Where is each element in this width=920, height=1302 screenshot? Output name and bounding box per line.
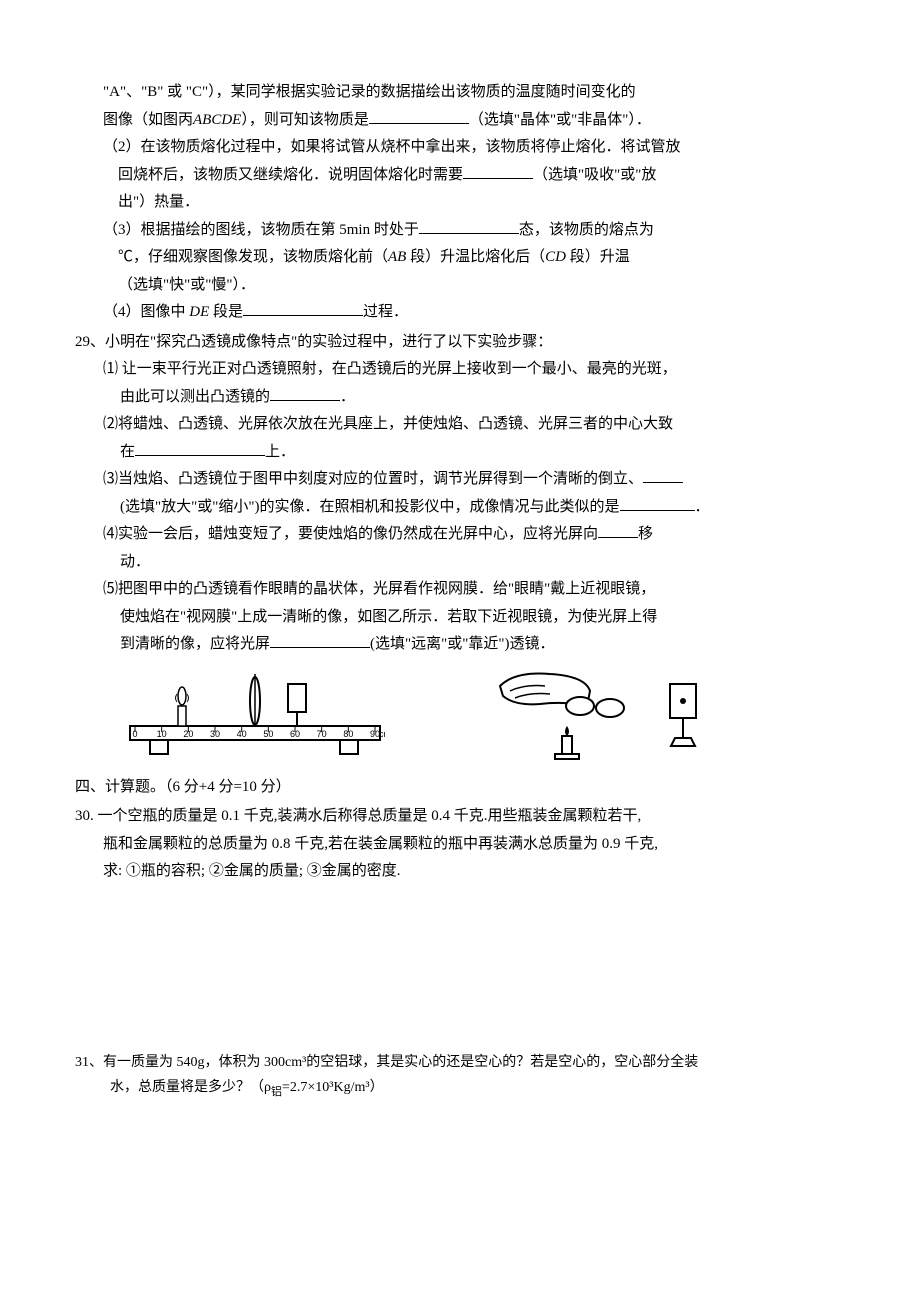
italic-cd: CD <box>545 249 566 265</box>
text: 段）升温比熔化后（ <box>406 249 545 265</box>
blank <box>243 300 363 316</box>
svg-text:80: 80 <box>343 729 353 739</box>
subscript: 铝 <box>271 1086 282 1098</box>
svg-text:cm: cm <box>379 729 385 739</box>
svg-text:70: 70 <box>317 729 327 739</box>
text: （选填"吸收"或"放 <box>533 167 656 183</box>
q29-stem: 29、小明在"探究凸透镜成像特点"的实验过程中，进行了以下实验步骤： <box>75 330 845 356</box>
text: 水，总质量将是多少？（ρ <box>110 1080 271 1095</box>
text: 到清晰的像，应将光屏 <box>120 636 270 652</box>
italic-de: DE <box>189 304 209 320</box>
text: ℃，仔细观察图像发现，该物质熔化前（ <box>118 249 388 265</box>
q29-figures: 0102030405060708090cm <box>75 666 845 761</box>
text: =2.7×10³Kg/m³） <box>282 1080 384 1095</box>
q28-continuation: "A"、"B" 或 "C"），某同学根据实验记录的数据描绘出该物质的温度随时间变… <box>75 80 845 326</box>
italic-abcde: ABCDE <box>193 112 241 128</box>
q29-subs: ⑴ 让一束平行光正对凸透镜照射，在凸透镜后的光屏上接收到一个最小、最亮的光斑， … <box>75 357 845 658</box>
blank <box>463 163 533 179</box>
text: 段是 <box>209 304 243 320</box>
figure-甲: 0102030405060708090cm <box>125 666 385 761</box>
text: ． <box>340 389 355 405</box>
q29-p5-l2: 使烛焰在"视网膜"上成一清晰的像，如图乙所示．若取下近视眼镜，为使光屏上得 <box>103 605 845 631</box>
q30-l1: 30. 一个空瓶的质量是 0.1 千克,装满水后称得总质量是 0.4 千克.用些… <box>75 804 845 830</box>
q28-p3-line2: ℃，仔细观察图像发现，该物质熔化前（AB 段）升温比熔化后（CD 段）升温 <box>103 245 845 271</box>
q29: 29、小明在"探究凸透镜成像特点"的实验过程中，进行了以下实验步骤： ⑴ 让一束… <box>75 330 845 658</box>
svg-text:0: 0 <box>132 729 137 739</box>
blank <box>598 522 638 538</box>
text: 图像（如图丙 <box>103 112 193 128</box>
q28-p2-line2: 回烧杯后，该物质又继续熔化．说明固体熔化时需要 （选填"吸收"或"放 <box>103 163 845 189</box>
svg-text:50: 50 <box>263 729 273 739</box>
workspace-q30 <box>75 887 845 1047</box>
q31: 31、有一质量为 540g，体积为 300cm³的空铝球，其是实心的还是空心的？… <box>75 1051 845 1102</box>
blank <box>419 218 519 234</box>
text: 态，该物质的熔点为 <box>519 222 654 238</box>
q29-p2-l1: ⑵将蜡烛、凸透镜、光屏依次放在光具座上，并使烛焰、凸透镜、光屏三者的中心大致 <box>103 412 845 438</box>
text: 移 <box>638 526 653 542</box>
q28-p2-line3: 出"）热量． <box>103 190 845 216</box>
q29-p5-l3: 到清晰的像，应将光屏 (选填"远离"或"靠近")透镜． <box>103 632 845 658</box>
svg-text:20: 20 <box>183 729 193 739</box>
q29-p4-l2: 动． <box>103 550 845 576</box>
svg-text:10: 10 <box>157 729 167 739</box>
q31-l1: 31、有一质量为 540g，体积为 300cm³的空铝球，其是实心的还是空心的？… <box>75 1051 845 1075</box>
blank <box>643 467 683 483</box>
q29-p5-l1: ⑸把图甲中的凸透镜看作眼睛的晶状体，光屏看作视网膜．给"眼睛"戴上近视眼镜， <box>103 577 845 603</box>
text: 过程． <box>363 304 408 320</box>
q28-p1-line1: "A"、"B" 或 "C"），某同学根据实验记录的数据描绘出该物质的温度随时间变… <box>103 80 845 106</box>
q28-p3-line3: （选填"快"或"慢"）． <box>103 273 845 299</box>
q29-p4-l1: ⑷实验一会后，蜡烛变短了，要使烛焰的像仍然成在光屏中心，应将光屏向 移 <box>103 522 845 548</box>
q30-l3: 求: ①瓶的容积; ②金属的质量; ③金属的密度. <box>75 859 845 885</box>
q30-l2: 瓶和金属颗粒的总质量为 0.8 千克,若在装金属颗粒的瓶中再装满水总质量为 0.… <box>75 832 845 858</box>
text: 回烧杯后，该物质又继续熔化．说明固体熔化时需要 <box>118 167 463 183</box>
q29-p1-l2: 由此可以测出凸透镜的 ． <box>103 385 845 411</box>
q29-p3-l1: ⑶当烛焰、凸透镜位于图甲中刻度对应的位置时，调节光屏得到一个清晰的倒立、 <box>103 467 845 493</box>
q28-p1-line2: 图像（如图丙ABCDE），则可知该物质是 （选填"晶体"或"非晶体"）． <box>103 108 845 134</box>
q29-p1-l1: ⑴ 让一束平行光正对凸透镜照射，在凸透镜后的光屏上接收到一个最小、最亮的光斑， <box>103 357 845 383</box>
svg-text:60: 60 <box>290 729 300 739</box>
text: （选填"晶体"或"非晶体"）． <box>469 112 651 128</box>
figure-乙 <box>495 666 705 761</box>
text: 上． <box>265 444 295 460</box>
text: ），则可知该物质是 <box>241 112 369 128</box>
q31-l2: 水，总质量将是多少？（ρ铝=2.7×10³Kg/m³） <box>75 1076 845 1101</box>
text: ⑶当烛焰、凸透镜位于图甲中刻度对应的位置时，调节光屏得到一个清晰的倒立、 <box>103 471 643 487</box>
text: （4）图像中 <box>103 304 189 320</box>
q29-p3-l2: (选填"放大"或"缩小")的实像．在照相机和投影仪中，成像情况与此类似的是 ． <box>103 495 845 521</box>
section4-title: 四、计算题。（6 分+4 分=10 分） <box>75 775 845 801</box>
text: (选填"放大"或"缩小")的实像．在照相机和投影仪中，成像情况与此类似的是 <box>120 499 620 515</box>
text: 由此可以测出凸透镜的 <box>120 389 270 405</box>
q28-p2-line1: （2）在该物质熔化过程中，如果将试管从烧杯中拿出来，该物质将停止熔化．将试管放 <box>103 135 845 161</box>
blank <box>620 495 695 511</box>
blank <box>270 385 340 401</box>
text: 在 <box>120 444 135 460</box>
italic-ab: AB <box>388 249 406 265</box>
text: ⑷实验一会后，蜡烛变短了，要使烛焰的像仍然成在光屏中心，应将光屏向 <box>103 526 598 542</box>
text: ． <box>695 499 710 515</box>
text: （3）根据描绘的图线，该物质在第 5min 时处于 <box>103 222 419 238</box>
q28-p4: （4）图像中 DE 段是 过程． <box>103 300 845 326</box>
q28-p3-line1: （3）根据描绘的图线，该物质在第 5min 时处于 态，该物质的熔点为 <box>103 218 845 244</box>
blank <box>270 632 370 648</box>
q30: 30. 一个空瓶的质量是 0.1 千克,装满水后称得总质量是 0.4 千克.用些… <box>75 804 845 885</box>
q29-p2-l2: 在 上． <box>103 440 845 466</box>
text: (选填"远离"或"靠近")透镜． <box>370 636 554 652</box>
blank <box>135 440 265 456</box>
blank <box>369 108 469 124</box>
svg-text:30: 30 <box>210 729 220 739</box>
svg-text:40: 40 <box>237 729 247 739</box>
text: 段）升温 <box>566 249 630 265</box>
